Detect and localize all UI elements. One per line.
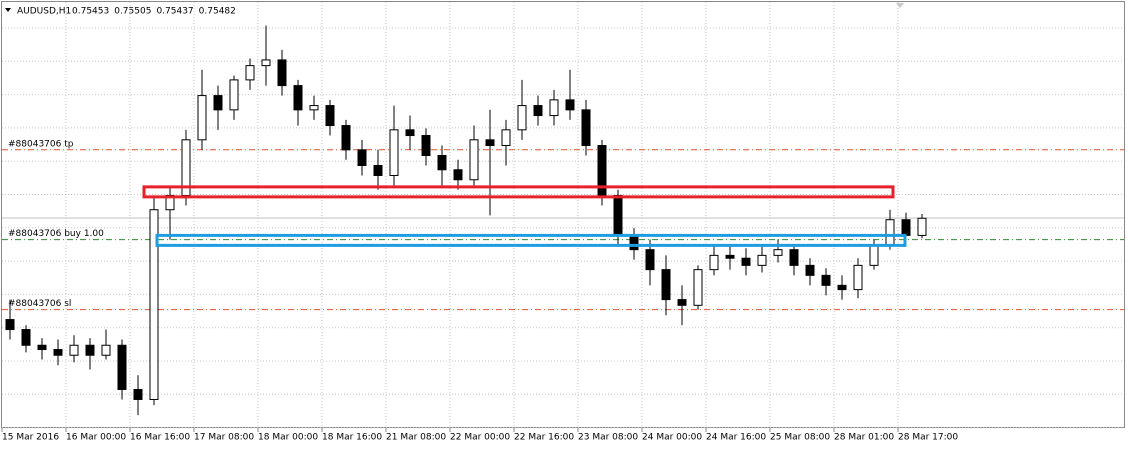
candle-body <box>453 169 463 181</box>
x-tick-label: 16 Mar 16:00 <box>130 433 190 443</box>
x-tick-label: 22 Mar 00:00 <box>450 433 510 443</box>
candle-body <box>485 139 495 147</box>
candle-body <box>261 59 271 67</box>
candle-body <box>357 149 367 166</box>
candle-body <box>741 257 751 266</box>
order-label: #88043706 sl <box>8 299 71 309</box>
order-label: #88043706 buy 1.00 <box>8 229 104 239</box>
price-zone <box>155 233 907 247</box>
x-tick-label: 23 Mar 08:00 <box>578 433 638 443</box>
candle-body <box>885 219 895 246</box>
candle-body <box>661 269 671 301</box>
candle-body <box>69 344 79 356</box>
candle-body <box>229 79 239 111</box>
candle-body <box>677 299 687 306</box>
candle-body <box>421 135 431 157</box>
shift-marker <box>896 3 904 8</box>
x-tick-label: 22 Mar 16:00 <box>514 433 574 443</box>
candle-body <box>293 85 303 111</box>
candle-body <box>197 95 207 141</box>
candle-body <box>389 129 399 176</box>
candle-body <box>581 109 591 147</box>
candle-body <box>53 349 63 356</box>
candle-body <box>917 217 927 236</box>
quote-value: 0.75437 <box>156 7 193 17</box>
x-tick-label: 18 Mar 16:00 <box>322 433 382 443</box>
candle-body <box>149 209 159 400</box>
candle-body <box>517 105 527 131</box>
candle-body <box>533 105 543 117</box>
candle-body <box>117 344 127 390</box>
symbol: AUDUSD,H1 <box>17 7 71 17</box>
x-tick-label: 15 Mar 2016 <box>2 433 59 443</box>
quote-value: 0.75453 <box>72 7 109 17</box>
candle-body <box>501 129 511 147</box>
menu-arrow[interactable] <box>5 8 11 12</box>
x-tick-label: 24 Mar 16:00 <box>706 433 766 443</box>
order-label: #88043706 tp <box>8 139 74 149</box>
candle-body <box>821 274 831 286</box>
candle-body <box>837 284 847 291</box>
candle-body <box>725 254 735 259</box>
candle-body <box>405 129 415 137</box>
x-tick-label: 16 Mar 00:00 <box>66 433 126 443</box>
candle-body <box>5 319 15 331</box>
x-tick-label: 17 Mar 08:00 <box>194 433 254 443</box>
candle-body <box>869 244 879 266</box>
candle-body <box>645 249 655 271</box>
candle-body <box>325 105 335 127</box>
candle-body <box>437 155 447 171</box>
candle-body <box>613 194 623 236</box>
candle-body <box>629 234 639 251</box>
candle-body <box>21 329 31 346</box>
candle-body <box>37 344 47 351</box>
candle-body <box>805 264 815 276</box>
candle-body <box>341 125 351 151</box>
price-zone <box>142 185 895 199</box>
candle-body <box>245 65 255 81</box>
x-tick-label: 21 Mar 08:00 <box>386 433 446 443</box>
candle-body <box>853 264 863 291</box>
candle-body <box>693 269 703 306</box>
quote-value: 0.75482 <box>199 7 236 17</box>
candle-body <box>277 59 287 87</box>
candle-body <box>469 139 479 181</box>
candle-body <box>309 105 319 111</box>
quote-value: 0.75505 <box>114 7 151 17</box>
x-tick-label: 24 Mar 00:00 <box>642 433 702 443</box>
x-tick-label: 25 Mar 08:00 <box>770 433 830 443</box>
candle-body <box>101 344 111 356</box>
x-tick-label: 28 Mar 17:00 <box>898 433 958 443</box>
candle-body <box>133 388 143 400</box>
candle-body <box>757 254 767 266</box>
candle-body <box>373 164 383 176</box>
candle-body <box>549 99 559 117</box>
candle-body <box>901 219 911 236</box>
candle-body <box>565 99 575 111</box>
candle-body <box>213 95 223 111</box>
x-tick-label: 18 Mar 00:00 <box>258 433 318 443</box>
candle-body <box>789 249 799 266</box>
x-tick-label: 28 Mar 01:00 <box>834 433 894 443</box>
candle-body <box>773 249 783 256</box>
candle-body <box>709 254 719 271</box>
candle-body <box>85 344 95 356</box>
